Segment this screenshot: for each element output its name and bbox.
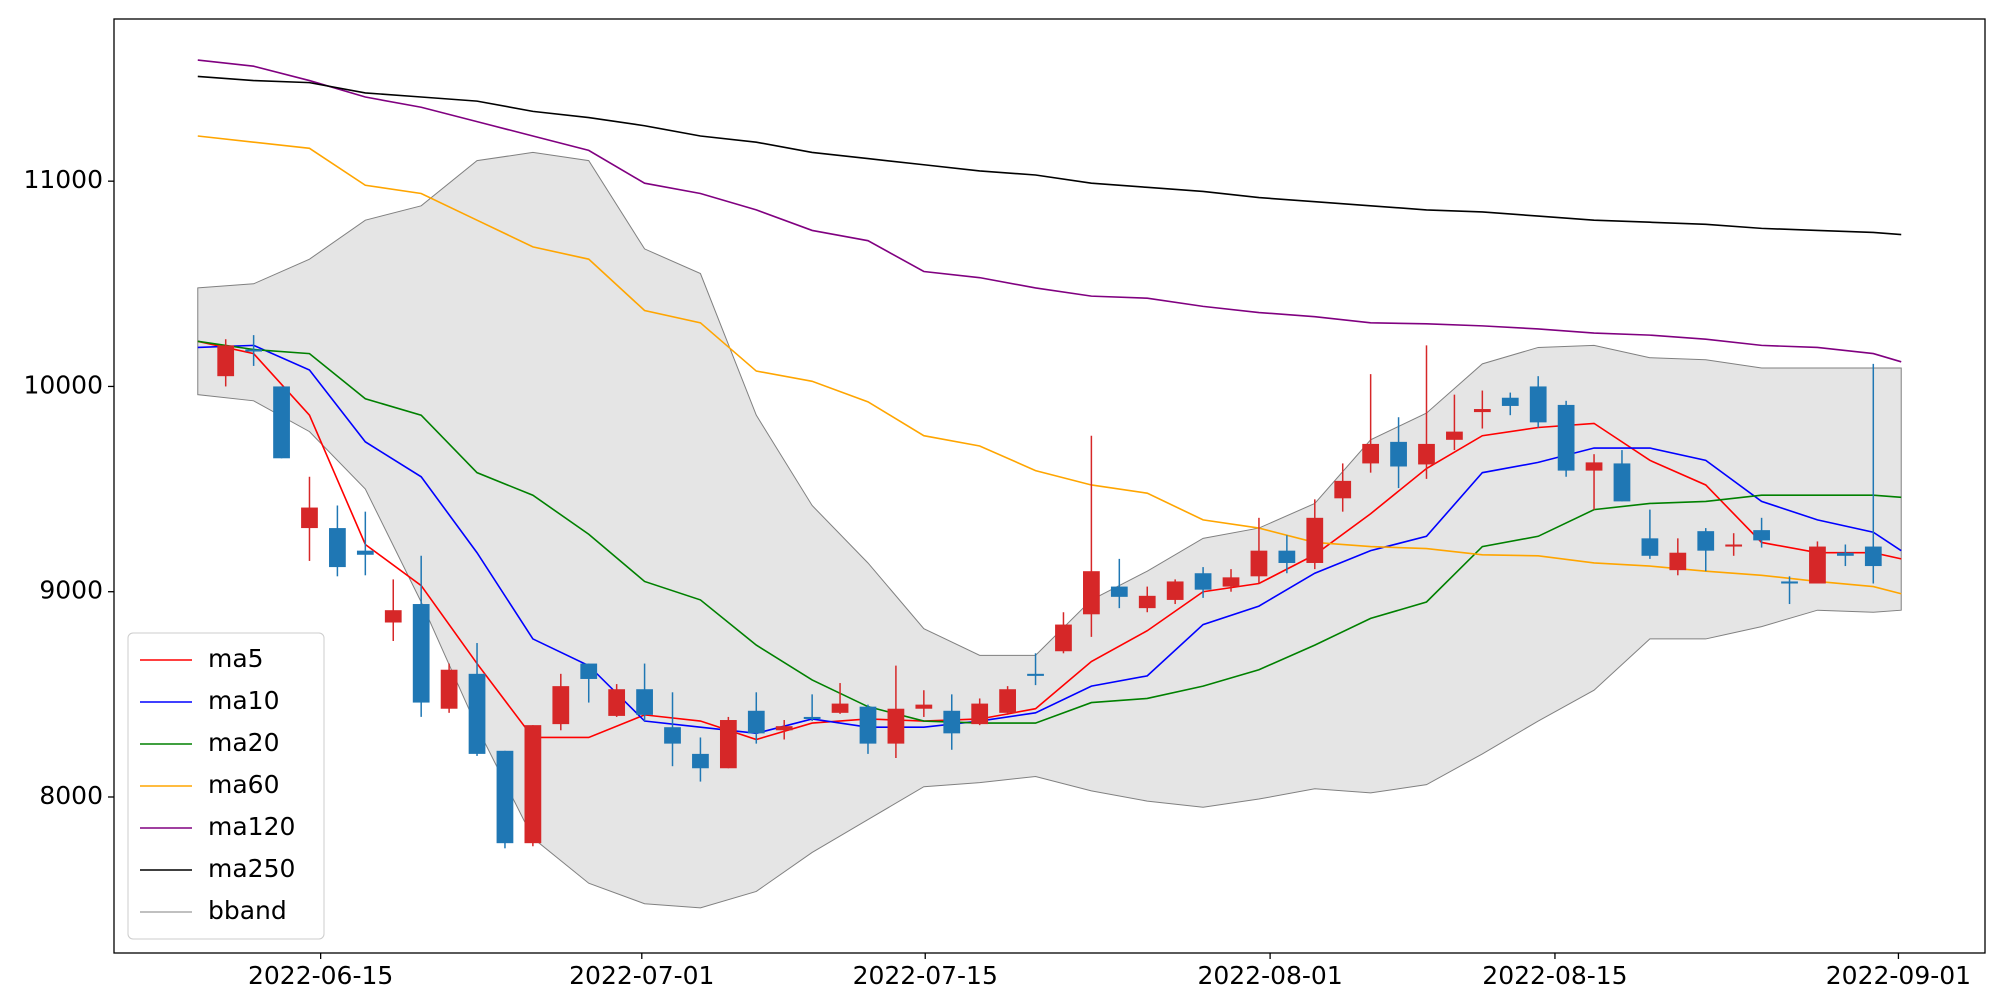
y-tick-label: 8000	[39, 781, 103, 810]
candle-body	[1055, 624, 1072, 652]
candle-body	[1222, 577, 1240, 587]
candle-body	[1138, 595, 1156, 609]
x-tick-label: 2022-09-01	[1826, 961, 1971, 990]
candle-body	[692, 753, 709, 769]
x-tick-label: 2022-07-15	[853, 961, 998, 990]
ma-line	[197, 75, 1902, 236]
candle-body	[1334, 480, 1352, 499]
candle-body	[1473, 409, 1491, 413]
legend-label: ma60	[208, 770, 279, 799]
candle-body	[1306, 517, 1324, 563]
ma-line	[197, 59, 1902, 363]
candle-body	[1585, 462, 1603, 471]
candle-body	[412, 604, 430, 703]
candle-body	[440, 669, 458, 709]
ma-line	[197, 344, 1902, 735]
candle-body	[636, 689, 653, 715]
candle-body	[719, 720, 737, 769]
candle-body	[1390, 441, 1407, 467]
legend: ma5 ma10 ma20 ma60 ma120 ma250 bband	[127, 632, 325, 940]
candle-body	[384, 610, 402, 623]
candle-body	[1166, 581, 1184, 600]
candle-body	[608, 689, 626, 716]
candle-body	[1194, 573, 1212, 590]
candle-body	[301, 507, 318, 529]
candle-body	[580, 663, 598, 679]
candle-body	[664, 727, 681, 744]
candle-body	[1809, 546, 1826, 584]
legend-label: ma5	[208, 644, 264, 673]
legend-label: ma250	[208, 854, 295, 883]
candle-body	[1613, 463, 1631, 502]
x-tick-label: 2022-07-01	[569, 961, 714, 990]
candle-body	[915, 704, 933, 709]
candle-body	[524, 725, 542, 844]
x-tick-label: 2022-08-01	[1197, 961, 1342, 990]
ma-line	[197, 135, 1902, 595]
bollinger-band	[197, 151, 1902, 909]
candle-body	[496, 750, 514, 844]
candle-body	[775, 726, 793, 731]
candle-body	[1529, 386, 1547, 423]
candle-body	[552, 686, 570, 725]
plot-frame	[113, 18, 1986, 954]
legend-label: ma10	[208, 686, 279, 715]
legend-box	[127, 632, 325, 940]
candle-body	[1278, 550, 1296, 563]
candle-body	[803, 716, 821, 719]
candle-body	[1557, 404, 1575, 471]
candle-body	[1027, 673, 1044, 676]
legend-label: ma120	[208, 812, 295, 841]
candle-body	[1418, 443, 1435, 465]
candle-body	[1083, 571, 1100, 615]
x-tick-label: 2022-06-15	[248, 961, 393, 990]
candle-body	[999, 689, 1016, 713]
ma-line	[197, 340, 1902, 724]
candle-body	[887, 708, 905, 744]
candle-body	[468, 673, 486, 754]
y-tick-label: 11000	[23, 165, 103, 194]
candle-body	[1697, 531, 1715, 551]
candle-body	[1781, 581, 1798, 584]
candle-body	[1836, 552, 1854, 556]
candle-body	[1669, 552, 1687, 571]
legend-label: ma20	[208, 728, 279, 757]
candle-body	[1250, 550, 1268, 577]
candle-body	[1362, 443, 1380, 464]
candle-body	[971, 703, 989, 725]
legend-label: bband	[208, 896, 287, 925]
candle-body	[245, 349, 263, 352]
candle-body	[1446, 431, 1463, 440]
candle-body	[1110, 586, 1128, 597]
y-tick-label: 9000	[39, 576, 103, 605]
y-tick-label: 10000	[23, 370, 103, 399]
candle-body	[943, 710, 961, 734]
candle-body	[273, 386, 290, 459]
candle-body	[1864, 546, 1882, 567]
candle-body	[1641, 538, 1659, 556]
candle-body	[747, 710, 765, 734]
x-tick-label: 2022-08-15	[1482, 961, 1627, 990]
candle-body	[859, 706, 877, 744]
candle-body	[831, 703, 849, 713]
candle-body	[217, 345, 235, 377]
candle-body	[1725, 544, 1743, 547]
candle-body	[1501, 397, 1519, 406]
candle-body	[356, 550, 374, 555]
candle-body	[329, 528, 346, 568]
ma-line	[197, 340, 1902, 741]
candle-body	[1753, 530, 1770, 541]
